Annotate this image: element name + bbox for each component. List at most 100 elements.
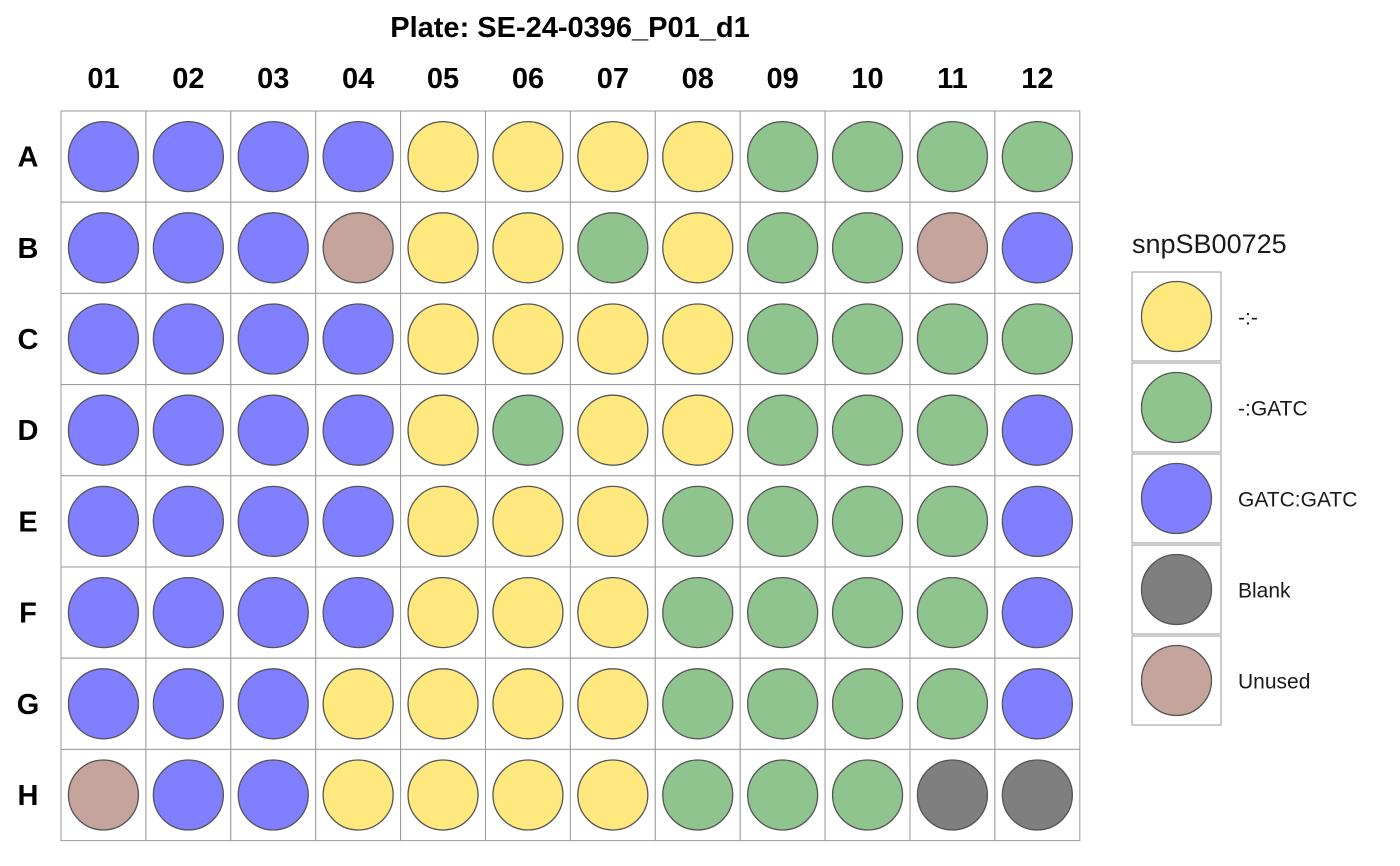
well-C09	[747, 303, 819, 375]
well-F07	[577, 576, 649, 649]
well-D07	[577, 394, 649, 466]
well-H04	[322, 759, 394, 831]
well-C01	[67, 303, 140, 375]
column-label-12: 12	[1021, 63, 1053, 95]
well-H01	[67, 759, 140, 831]
well-B03	[237, 212, 309, 284]
well-B06	[492, 212, 564, 284]
well-E01	[67, 485, 140, 558]
well-D03	[237, 394, 309, 466]
well-B09	[747, 212, 819, 284]
well-H06	[492, 759, 564, 831]
well-C08	[662, 303, 734, 375]
legend-title: snpSB00725	[1132, 229, 1287, 259]
well-A09	[747, 120, 819, 193]
chart-title: Plate: SE-24-0396_P01_d1	[390, 12, 750, 44]
column-label-02: 02	[172, 63, 204, 95]
well-B01	[67, 212, 140, 284]
column-label-01: 01	[87, 63, 119, 95]
well-H05	[407, 759, 479, 831]
legend-swatch	[1140, 462, 1213, 535]
well-E10	[831, 485, 904, 558]
row-label-C: C	[18, 324, 39, 356]
legend-label: -:-	[1238, 307, 1258, 330]
well-D02	[152, 394, 225, 466]
well-E07	[577, 485, 649, 558]
well-B05	[407, 212, 479, 284]
well-G04	[322, 668, 394, 740]
column-label-08: 08	[682, 63, 714, 95]
well-A11	[916, 120, 989, 193]
well-E08	[662, 485, 734, 558]
column-label-11: 11	[937, 63, 968, 95]
well-H11	[916, 759, 989, 831]
column-label-04: 04	[342, 63, 374, 95]
row-label-H: H	[18, 780, 39, 812]
well-B07	[577, 212, 649, 284]
row-label-E: E	[18, 506, 37, 538]
well-D08	[662, 394, 734, 466]
well-B04	[322, 212, 394, 284]
legend-swatch	[1140, 371, 1213, 444]
well-D09	[747, 394, 819, 466]
well-E03	[237, 485, 309, 558]
row-label-G: G	[17, 689, 40, 721]
well-E11	[916, 485, 989, 558]
well-F05	[407, 576, 479, 649]
well-E12	[1001, 485, 1073, 558]
well-A03	[237, 120, 309, 193]
well-B10	[831, 212, 904, 284]
well-A08	[662, 120, 734, 193]
well-C02	[152, 303, 225, 375]
well-B12	[1001, 212, 1073, 284]
well-G07	[577, 668, 649, 740]
well-D11	[916, 394, 989, 466]
well-C05	[407, 303, 479, 375]
well-C04	[322, 303, 394, 375]
well-A12	[1001, 120, 1073, 193]
well-G09	[747, 668, 819, 740]
legend-label: GATC:GATC	[1238, 489, 1357, 512]
well-F08	[662, 576, 734, 649]
well-C07	[577, 303, 649, 375]
well-F12	[1001, 576, 1073, 649]
well-F11	[916, 576, 989, 649]
well-H10	[831, 759, 904, 831]
well-A02	[152, 120, 225, 193]
well-H08	[662, 759, 734, 831]
well-C12	[1001, 303, 1073, 375]
well-H03	[237, 759, 309, 831]
row-label-B: B	[18, 233, 39, 265]
legend-label: -:GATC	[1238, 398, 1308, 421]
column-label-10: 10	[851, 63, 883, 95]
legend-swatch	[1140, 280, 1213, 353]
legend-label: Blank	[1238, 580, 1291, 603]
well-E04	[322, 485, 394, 558]
well-F01	[67, 576, 140, 649]
well-H09	[747, 759, 819, 831]
column-label-03: 03	[257, 63, 289, 95]
well-B11	[916, 212, 989, 284]
well-F03	[237, 576, 309, 649]
well-D10	[831, 394, 904, 466]
well-E06	[492, 485, 564, 558]
well-A05	[407, 120, 479, 193]
well-G12	[1001, 668, 1073, 740]
well-B02	[152, 212, 225, 284]
well-A04	[322, 120, 394, 193]
well-D06	[492, 394, 564, 466]
well-F10	[831, 576, 904, 649]
well-F04	[322, 576, 394, 649]
well-D04	[322, 394, 394, 466]
well-H02	[152, 759, 225, 831]
well-C11	[916, 303, 989, 375]
well-G01	[67, 668, 140, 740]
well-A01	[67, 120, 140, 193]
well-D01	[67, 394, 140, 466]
well-B08	[662, 212, 734, 284]
well-G02	[152, 668, 225, 740]
well-G10	[831, 668, 904, 740]
legend-swatch	[1140, 644, 1213, 717]
well-E09	[747, 485, 819, 558]
row-label-D: D	[18, 415, 39, 447]
